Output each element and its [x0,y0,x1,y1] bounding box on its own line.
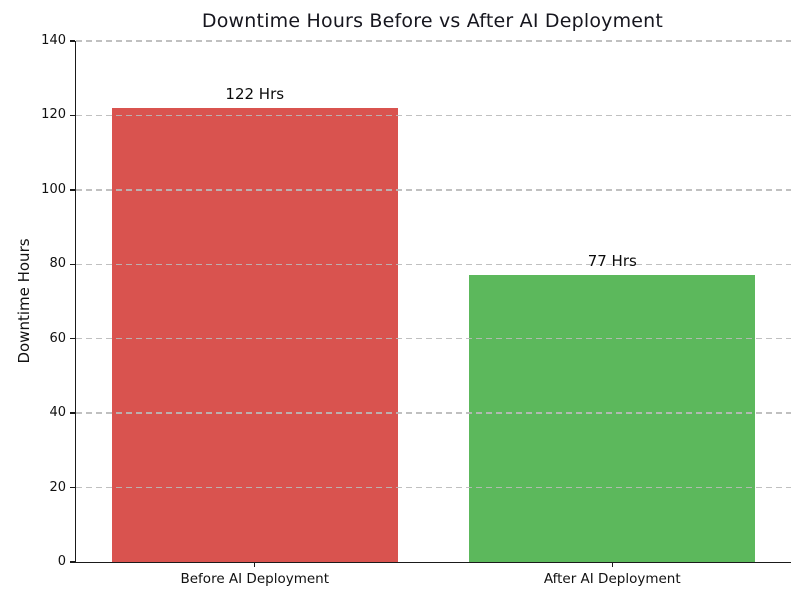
y-tick [69,114,75,117]
y-tick [69,338,75,340]
x-tick-label: After AI Deployment [543,571,681,587]
y-tick-label: 100 [41,181,66,197]
gridline [76,189,791,191]
y-tick [69,40,75,42]
y-tick-label: 140 [41,33,66,48]
gridline [76,263,791,265]
x-tick-label: Before AI Deployment [180,571,329,587]
y-tick-label: 40 [49,405,66,421]
y-tick-label: 60 [49,330,66,346]
y-tick [69,561,75,563]
gridline [76,40,791,42]
chart-title: Downtime Hours Before vs After AI Deploy… [201,10,664,32]
x-tick [611,562,613,567]
bar [111,107,398,562]
y-tick [69,412,75,414]
gridline [76,114,791,117]
y-tick-label: 0 [57,554,66,569]
bar-value-label: 77 Hrs [587,252,637,271]
x-tick [254,562,256,567]
y-tick-label: 80 [49,256,66,272]
y-tick-label: 120 [41,107,66,123]
gridline [76,412,791,414]
gridline [76,486,791,489]
bar [469,275,756,562]
plot-area: 0 20 40 60 80 100 120 140 122 Hrs Before AI Deplo… [41,33,791,587]
y-tick [69,189,75,191]
y-tick [69,263,75,265]
y-tick-label: 20 [49,479,66,495]
gridline [76,338,791,340]
bar-value-label: 122 Hrs [225,84,285,103]
y-tick [69,486,75,489]
